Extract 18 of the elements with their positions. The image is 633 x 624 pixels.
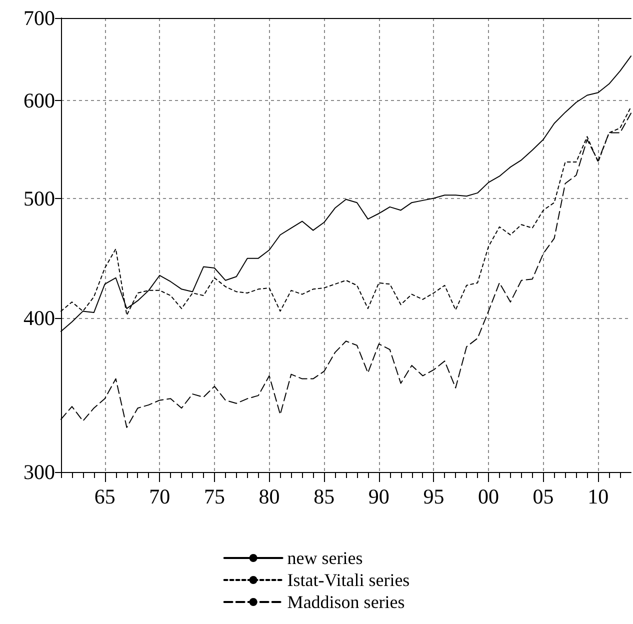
x-tick-label: 00 — [478, 484, 499, 508]
x-tick-label: 90 — [368, 484, 390, 508]
legend-label: Maddison series — [287, 592, 405, 612]
x-tick-label: 75 — [204, 484, 225, 508]
y-tick-label: 400 — [24, 306, 55, 330]
x-tick-label: 80 — [258, 484, 280, 508]
x-tick-label: 85 — [314, 484, 335, 508]
y-tick-label: 700 — [24, 6, 55, 30]
y-tick-label: 300 — [24, 460, 55, 484]
y-tick-label: 500 — [24, 186, 55, 210]
x-tick-label: 70 — [149, 484, 170, 508]
x-tick-label: 65 — [94, 484, 116, 508]
x-tick-label: 95 — [423, 484, 444, 508]
y-tick-label: 600 — [24, 88, 55, 113]
legend-label: new series — [287, 548, 363, 568]
x-tick-label: 05 — [532, 484, 554, 508]
legend-label: Istat-Vitali series — [287, 570, 410, 590]
x-tick-label: 10 — [588, 484, 609, 508]
